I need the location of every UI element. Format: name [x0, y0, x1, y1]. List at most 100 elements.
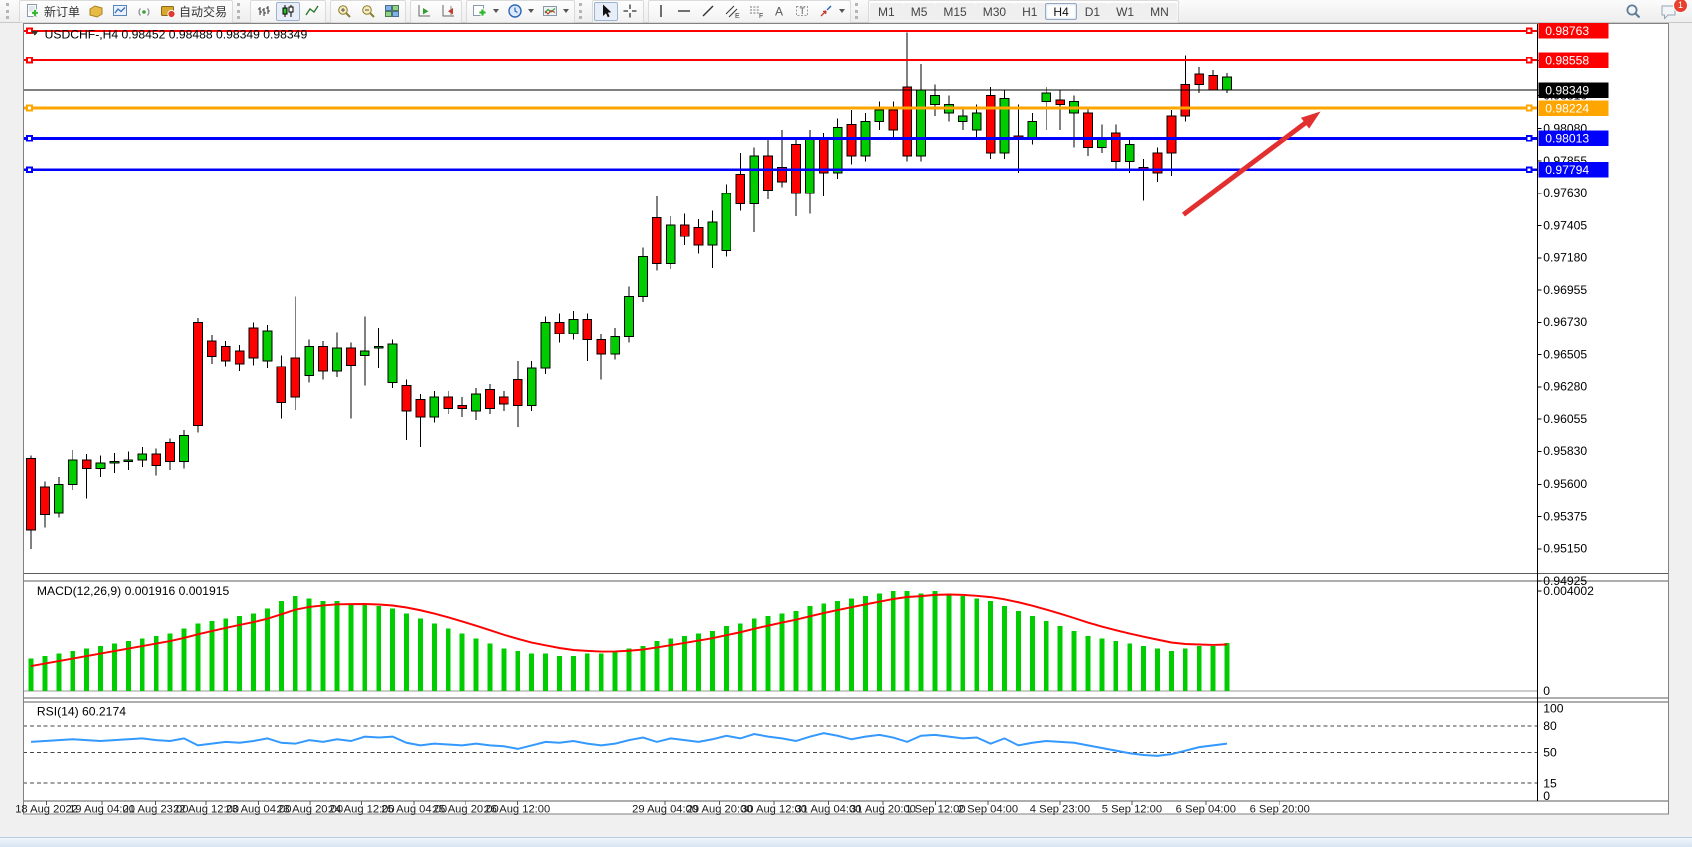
- macd-max-label: 0.004002: [1543, 584, 1594, 598]
- periods-button[interactable]: [503, 2, 538, 21]
- fibonacci-tool-button[interactable]: F: [744, 2, 768, 21]
- bear-candle: [902, 86, 913, 157]
- profiles-icon: [88, 3, 104, 19]
- bear-candle: [220, 346, 231, 362]
- resistance-line-1[interactable]: [23, 27, 1538, 35]
- market-watch-button[interactable]: [108, 2, 132, 21]
- arrows-tool-button[interactable]: [814, 2, 849, 21]
- date-tick-label: 24 Aug 12:00: [329, 804, 395, 816]
- price-badge: [1538, 82, 1609, 98]
- timeframe-m15-button[interactable]: M15: [935, 2, 975, 20]
- bull-candle: [429, 396, 440, 418]
- candlestick-chart-button[interactable]: [276, 1, 301, 21]
- signals-button[interactable]: [132, 2, 156, 21]
- macd-histogram: [28, 591, 1230, 692]
- chart-window[interactable]: 0.985550.983100.980800.978550.976300.974…: [0, 23, 1692, 837]
- pivot-line[interactable]: [23, 104, 1538, 112]
- bear-candle: [499, 396, 509, 405]
- bull-candle: [804, 138, 815, 194]
- vertical-line-icon: [660, 5, 662, 17]
- horizontal-line-tool-button[interactable]: [672, 2, 696, 21]
- trendline-tool-button[interactable]: [696, 2, 720, 21]
- trendline-icon: [702, 5, 714, 17]
- chat-button[interactable]: 1: [1656, 0, 1688, 21]
- price-axis[interactable]: 0.985550.983100.980800.978550.976300.974…: [1537, 23, 1609, 803]
- chart-shift-button[interactable]: [436, 2, 460, 21]
- indicators-icon: [473, 5, 487, 17]
- indicators-button[interactable]: [468, 2, 503, 21]
- new-order-button[interactable]: 新订单: [21, 2, 84, 21]
- bull-candle: [874, 109, 885, 123]
- zoom-in-icon: [338, 5, 351, 18]
- toolbar-drag-handle[interactable]: [237, 3, 243, 19]
- bull-candle: [721, 192, 732, 252]
- price-tick-label: 0.96280: [1543, 380, 1587, 394]
- timeframe-d1-button[interactable]: D1: [1076, 2, 1109, 20]
- trend-arrow[interactable]: [1182, 111, 1321, 217]
- price-badge-label: 0.97794: [1545, 163, 1589, 177]
- toolbar-drag-handle[interactable]: [855, 3, 861, 19]
- tile-windows-icon: [385, 5, 400, 17]
- timeframe-mn-button[interactable]: MN: [1142, 2, 1177, 20]
- bear-candle: [290, 357, 301, 398]
- status-bar: [0, 837, 1692, 847]
- dropdown-caret-icon: [528, 9, 535, 13]
- text-tool-button[interactable]: A: [768, 2, 790, 21]
- date-tick-label: 6 Sep 20:00: [1250, 804, 1310, 816]
- support-line-2[interactable]: [23, 166, 1538, 174]
- bull-candle: [749, 155, 760, 204]
- cursor-button[interactable]: [594, 1, 619, 21]
- search-button[interactable]: [1620, 2, 1646, 21]
- bull-candle: [930, 95, 940, 105]
- timeframe-m5-button[interactable]: M5: [902, 2, 936, 20]
- toolbar-drag-handle[interactable]: [579, 3, 585, 19]
- bear-candle: [888, 109, 899, 131]
- zoom-in-button[interactable]: [332, 2, 356, 21]
- chart-type-group: [250, 0, 327, 23]
- zoom-out-button[interactable]: [356, 2, 380, 21]
- timeframe-w1-button[interactable]: W1: [1108, 2, 1143, 20]
- bull-candle: [53, 483, 64, 514]
- timeframe-h1-button[interactable]: H1: [1014, 2, 1046, 20]
- bear-candle: [318, 346, 328, 372]
- bull-candle: [179, 435, 189, 462]
- bear-candle: [346, 347, 356, 366]
- resistance-line-2[interactable]: [23, 56, 1538, 64]
- scroll-group: [410, 0, 463, 23]
- timeframe-h4-button[interactable]: H4: [1045, 2, 1077, 20]
- rsi-pane: [23, 725, 1538, 784]
- line-chart-button[interactable]: [300, 2, 324, 21]
- rsi-tick-label: 100: [1543, 702, 1564, 716]
- vertical-line-tool-button[interactable]: [650, 2, 672, 21]
- bear-candle: [151, 453, 162, 467]
- candlestick-series: [26, 32, 1232, 549]
- date-tick-label: 29 Aug 04:00: [632, 804, 698, 816]
- text-label-tool-button[interactable]: T: [790, 2, 814, 21]
- collapse-triangle-icon[interactable]: [31, 30, 39, 36]
- bull-candle: [387, 343, 398, 383]
- equidistant-channel-tool-button[interactable]: E: [720, 2, 744, 21]
- channel-icon: E: [725, 5, 740, 19]
- timeframe-m30-button[interactable]: M30: [974, 2, 1015, 20]
- profiles-button[interactable]: [84, 2, 108, 21]
- bear-candle: [777, 166, 787, 183]
- auto-scroll-button[interactable]: [412, 2, 436, 21]
- autotrading-button[interactable]: 自动交易: [156, 2, 231, 21]
- date-tick-label: 23 Aug 20:00: [277, 804, 343, 816]
- cursor-arrow-icon: [603, 4, 612, 18]
- tile-windows-button[interactable]: [380, 2, 404, 21]
- templates-button[interactable]: [538, 2, 573, 21]
- date-tick-label: 22 Aug 12:00: [173, 804, 239, 816]
- crosshair-button[interactable]: [618, 2, 642, 21]
- price-tick-label: 0.95375: [1543, 509, 1587, 523]
- pointer-group: [592, 0, 645, 23]
- bear-candle: [1208, 74, 1218, 91]
- bar-chart-button[interactable]: [252, 2, 276, 21]
- fibonacci-icon: F: [750, 6, 763, 19]
- templates-icon: [543, 6, 558, 16]
- bear-candle: [206, 340, 217, 358]
- timeframe-m1-button[interactable]: M1: [870, 2, 903, 20]
- toolbar: 新订单: [0, 0, 1692, 23]
- toolbar-drag-handle[interactable]: [6, 3, 12, 19]
